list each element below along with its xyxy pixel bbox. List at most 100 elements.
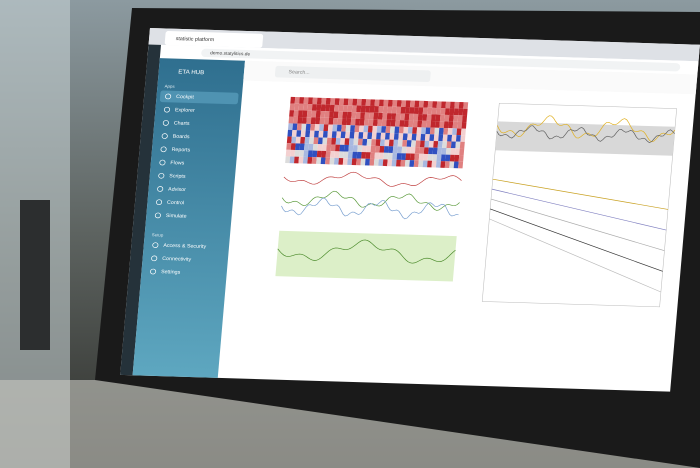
heatmap-cell bbox=[316, 150, 322, 158]
heatmap-cell bbox=[353, 138, 359, 146]
heatmap-cell bbox=[400, 106, 406, 114]
heatmap-cell bbox=[414, 153, 420, 161]
heatmap-cell bbox=[430, 121, 436, 128]
heatmap-cell bbox=[450, 141, 456, 149]
nav-item[interactable]: Reports bbox=[171, 147, 191, 153]
heatmap-cell bbox=[360, 112, 366, 120]
heatmap-cell bbox=[429, 127, 435, 135]
heatmap-cell bbox=[350, 125, 356, 132]
heatmap-cell bbox=[347, 105, 353, 112]
heatmap-cell bbox=[316, 104, 322, 112]
heatmap-cell bbox=[286, 143, 292, 150]
nav-item[interactable]: Control bbox=[167, 200, 185, 206]
heatmap-cell bbox=[316, 157, 322, 165]
heatmap-cell bbox=[390, 119, 396, 127]
heatmap-cell bbox=[360, 105, 366, 113]
heatmap-cell bbox=[329, 111, 335, 119]
heatmap-cell bbox=[330, 151, 336, 158]
heatmap-cell bbox=[317, 144, 323, 151]
heatmap-cell bbox=[326, 137, 332, 145]
heatmap-cell bbox=[383, 99, 389, 107]
heatmap-cell bbox=[453, 108, 459, 116]
tab[interactable] bbox=[164, 31, 264, 48]
heatmap-cell bbox=[378, 152, 384, 160]
heatmap-cell bbox=[418, 153, 424, 161]
heatmap-cell bbox=[337, 111, 343, 119]
heatmap-cell bbox=[331, 137, 337, 145]
nav-icon bbox=[152, 242, 159, 248]
nav-item[interactable]: Scripts bbox=[169, 173, 186, 179]
heatmap-cell bbox=[352, 145, 358, 152]
heatmap-cell bbox=[286, 136, 292, 144]
nav-item[interactable]: Access & Security bbox=[163, 243, 207, 250]
heatmap-cell bbox=[420, 133, 426, 141]
heatmap-cell bbox=[445, 154, 451, 162]
heatmap-cell bbox=[342, 111, 348, 119]
heatmap-cell bbox=[304, 143, 310, 151]
heatmap-cell bbox=[294, 150, 300, 157]
url-field[interactable] bbox=[201, 48, 681, 72]
heatmap-cell bbox=[421, 120, 427, 128]
heatmap-cell bbox=[343, 98, 349, 106]
heatmap-cell bbox=[332, 118, 338, 125]
active-item bbox=[159, 90, 239, 105]
heatmap-cell bbox=[361, 99, 367, 106]
nav-item[interactable]: Advisor bbox=[168, 187, 186, 193]
heatmap-cell bbox=[300, 130, 306, 138]
heatmap-cell bbox=[418, 100, 424, 108]
tab-title: statistic platform bbox=[175, 36, 214, 43]
nav-item[interactable]: Connectivity bbox=[162, 256, 192, 263]
heatmap-cell bbox=[343, 144, 349, 152]
heatmap-cell bbox=[302, 103, 308, 111]
heatmap-cell bbox=[445, 101, 451, 109]
heatmap-cell bbox=[411, 133, 417, 141]
heatmap-cell bbox=[419, 147, 425, 154]
heatmap-cell bbox=[389, 133, 395, 140]
heatmap-cell bbox=[458, 102, 464, 109]
heatmap-cell bbox=[387, 99, 393, 107]
heatmap-cell bbox=[385, 126, 391, 134]
heatmap-cell bbox=[334, 151, 340, 158]
nav-item[interactable]: Cockpit bbox=[176, 94, 195, 100]
heatmap-cell bbox=[421, 127, 427, 135]
heatmap-cell bbox=[334, 104, 340, 112]
heatmap-cell bbox=[345, 131, 351, 139]
section-label: Setup bbox=[152, 232, 165, 237]
heatmap-cell bbox=[356, 105, 362, 113]
heatmap-cell bbox=[362, 138, 368, 146]
heatmap-cell bbox=[349, 131, 355, 139]
heatmap-cell bbox=[345, 125, 351, 132]
heatmap-cell bbox=[316, 97, 322, 105]
search-box[interactable] bbox=[274, 65, 431, 82]
heatmap-cell bbox=[368, 119, 374, 126]
nav-item[interactable]: Boards bbox=[172, 134, 190, 140]
heatmap-cell bbox=[372, 125, 378, 133]
nav-item[interactable]: Flows bbox=[170, 160, 185, 166]
heatmap-cell bbox=[459, 148, 465, 156]
heatmap-cell bbox=[434, 121, 440, 128]
heatmap-cell bbox=[307, 157, 313, 164]
heatmap-cell bbox=[303, 97, 309, 105]
heatmap-cell bbox=[378, 99, 384, 107]
nav-item[interactable]: Explorer bbox=[175, 107, 196, 113]
heatmap-cell bbox=[344, 138, 350, 146]
heatmap-cell bbox=[427, 154, 433, 161]
heatmap-cell bbox=[416, 133, 422, 141]
heatmap-cell bbox=[412, 127, 418, 134]
heatmap-cell bbox=[340, 138, 346, 145]
tab-bar bbox=[148, 28, 700, 62]
heatmap-cell bbox=[354, 125, 360, 133]
heatmap-cell bbox=[447, 128, 453, 135]
nav-item[interactable]: Charts bbox=[174, 121, 191, 127]
nav-item[interactable]: Settings bbox=[161, 269, 181, 275]
nav-icon bbox=[156, 199, 163, 205]
heatmap-cell bbox=[392, 99, 398, 107]
heatmap-cell bbox=[381, 126, 387, 133]
heatmap-cell bbox=[294, 156, 300, 164]
heatmap-cell bbox=[450, 148, 456, 155]
nav-item[interactable]: Simulate bbox=[166, 213, 187, 219]
heatmap-cell bbox=[392, 146, 398, 154]
heatmap-cell bbox=[312, 97, 318, 105]
heatmap-cell bbox=[309, 130, 315, 138]
